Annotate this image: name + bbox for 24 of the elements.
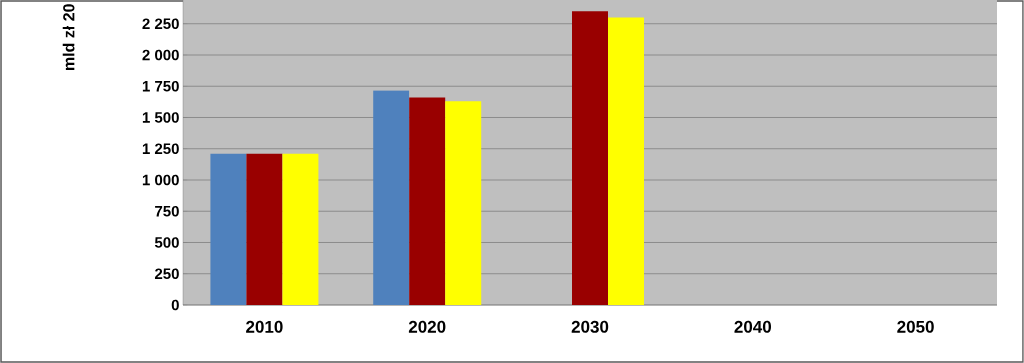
y-tick-label: 2 000 <box>142 49 179 61</box>
bar <box>572 11 608 305</box>
y-axis-title: mld zł 20 <box>62 4 75 71</box>
x-tick-label: 2050 <box>897 320 934 333</box>
x-tick-label: 2040 <box>734 320 771 333</box>
y-tick-label: 0 <box>171 299 179 311</box>
bar <box>445 101 482 305</box>
bar <box>246 153 283 305</box>
y-tick-label: 2 250 <box>142 18 179 30</box>
x-tick-label: 2010 <box>246 320 283 333</box>
y-tick-label: 1 500 <box>142 112 179 123</box>
y-tick-label: 250 <box>154 268 179 280</box>
y-tick-label: 1 250 <box>142 143 179 155</box>
x-tick-label: 2030 <box>571 320 609 333</box>
bar <box>409 97 446 305</box>
y-tick-label: 750 <box>155 205 179 217</box>
bar <box>282 153 319 305</box>
y-tick-label: 1 000 <box>142 174 179 186</box>
bar <box>608 17 644 305</box>
bar <box>373 90 410 305</box>
x-tick-label: 2020 <box>408 320 446 333</box>
y-tick-label: 500 <box>154 237 179 248</box>
bar <box>210 153 247 305</box>
y-tick-label: 1 750 <box>142 80 179 92</box>
